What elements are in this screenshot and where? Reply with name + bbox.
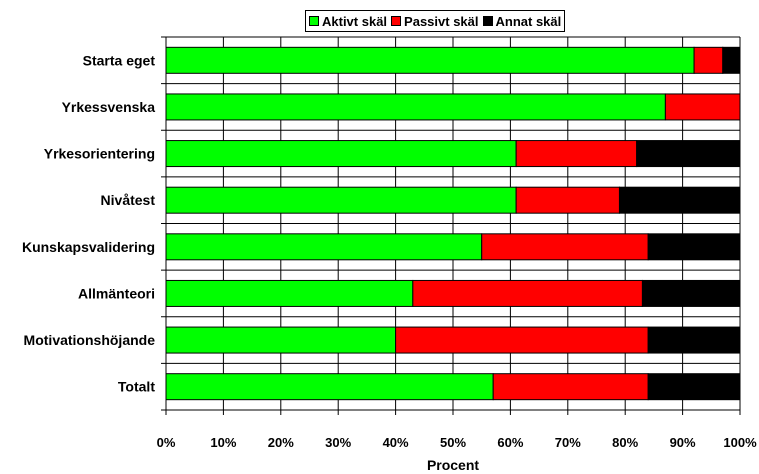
gridlines (165, 36, 741, 411)
y-category-label: Yrkessvenska (62, 99, 156, 115)
y-category-label: Totalt (118, 379, 155, 395)
x-tick-label: 80% (612, 435, 638, 450)
bar-segment (515, 186, 620, 214)
bar-segment (165, 279, 414, 307)
bar-segment (664, 93, 741, 121)
bar-segment (693, 46, 724, 74)
bar-segment (165, 233, 483, 261)
x-tick-label: 20% (268, 435, 294, 450)
bar-segment (165, 140, 517, 168)
y-category-label: Motivationshöjande (24, 332, 156, 348)
x-tick-label: 90% (670, 435, 696, 450)
legend-swatch-passivt (391, 16, 402, 26)
bar-segment (647, 373, 741, 401)
y-category-label: Nivåtest (101, 192, 156, 208)
bar-segment (165, 46, 695, 74)
bar-segment (412, 279, 643, 307)
x-tick-label: 30% (325, 435, 351, 450)
legend-label-aktivt: Aktivt skäl (322, 13, 388, 29)
tick-labels: 0% 10% 20% 30% 40% 50% 60% 70% 80% 90% 100% Starta … (22, 52, 757, 450)
legend: Aktivt skäl Passivt skäl Annat skäl (305, 10, 566, 32)
bar-segment (165, 326, 397, 354)
bar-segment (165, 373, 494, 401)
legend-item-annat: Annat skäl (482, 13, 562, 29)
y-category-label: Starta eget (83, 52, 156, 68)
x-tick-label: 100% (723, 435, 757, 450)
legend-swatch-annat (482, 16, 493, 26)
bar-segment (636, 140, 741, 168)
bar-segment (395, 326, 649, 354)
x-tick-label: 10% (210, 435, 236, 450)
bar-segment (618, 186, 741, 214)
x-tick-label: 60% (497, 435, 523, 450)
x-axis-title: Procent (427, 457, 479, 473)
bar-segment (165, 186, 517, 214)
legend-label-annat: Annat skäl (495, 13, 562, 29)
x-tick-label: 50% (440, 435, 466, 450)
bar-segment (647, 233, 741, 261)
bars (165, 46, 741, 401)
bar-segment (165, 93, 666, 121)
bar-segment (515, 140, 638, 168)
x-tick-label: 70% (555, 435, 581, 450)
bar-segment (492, 373, 649, 401)
axes (161, 36, 741, 415)
bar-segment (722, 46, 741, 74)
legend-swatch-aktivt (309, 16, 319, 26)
bar-segment (647, 326, 741, 354)
y-category-label: Yrkesorientering (44, 146, 155, 162)
legend-label-passivt: Passivt skäl (404, 13, 479, 29)
x-tick-label: 0% (157, 435, 176, 450)
bar-segment (641, 279, 741, 307)
bar-segment (481, 233, 649, 261)
y-category-label: Kunskapsvalidering (22, 239, 155, 255)
x-tick-label: 40% (383, 435, 409, 450)
y-category-label: Allmänteori (78, 285, 155, 301)
legend-item-passivt: Passivt skäl (391, 13, 479, 29)
legend-item-aktivt: Aktivt skäl (309, 14, 387, 29)
